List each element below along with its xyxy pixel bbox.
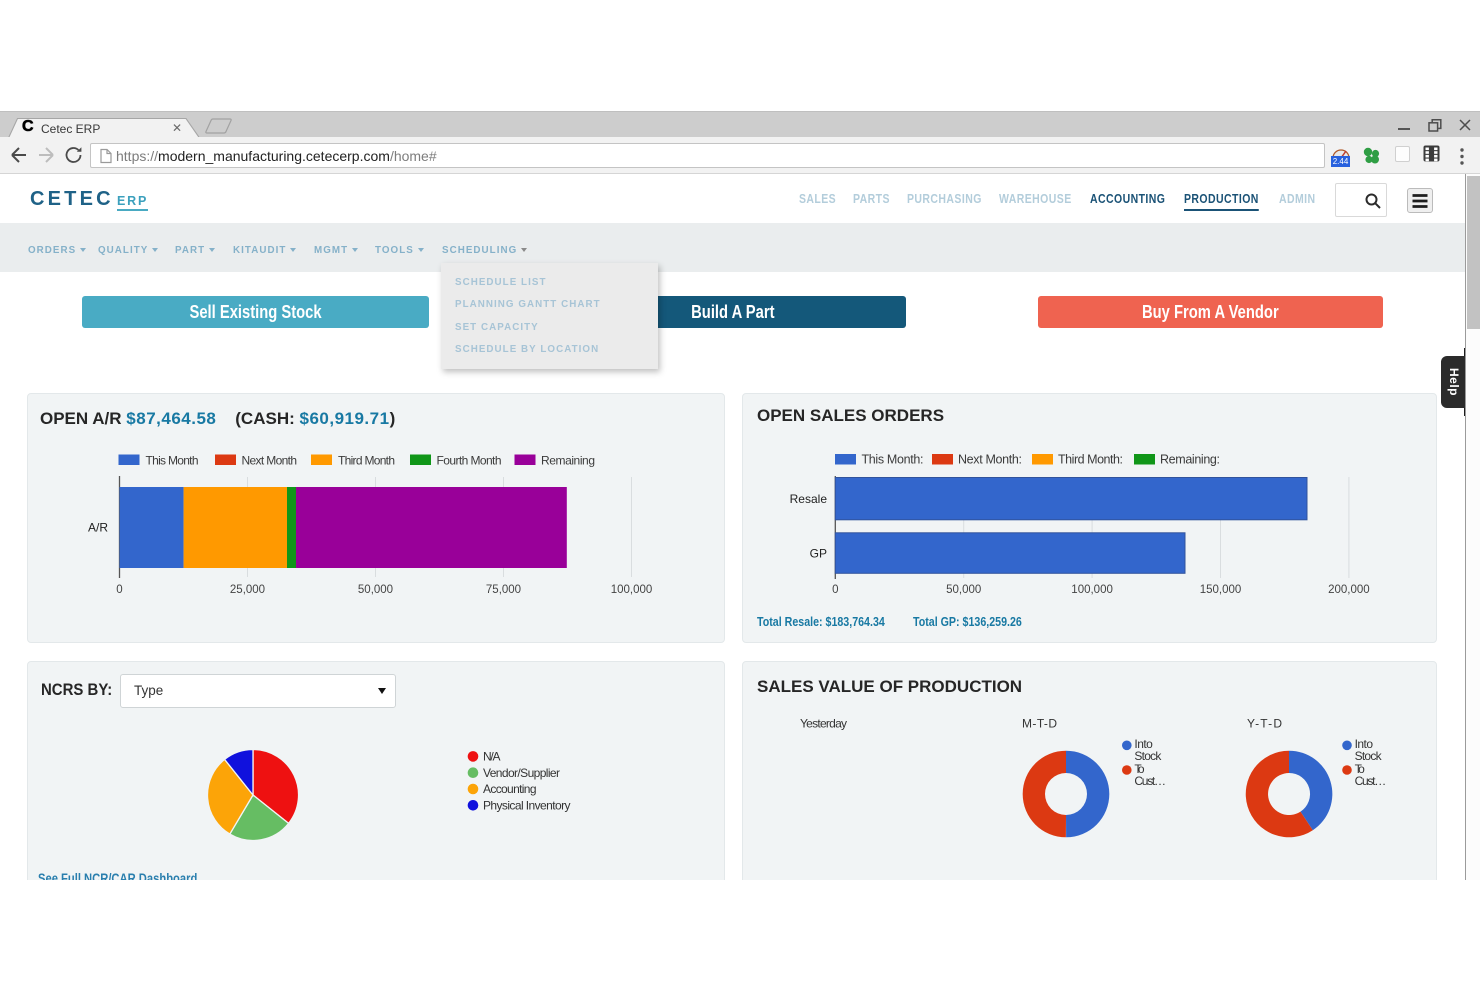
svg-text:Into: Into <box>1355 737 1374 751</box>
svg-text:This Month:: This Month: <box>862 453 924 467</box>
svg-text:Vendor/Supplier: Vendor/Supplier <box>483 766 560 780</box>
svg-text:100,000: 100,000 <box>1071 584 1113 596</box>
svg-text:GP: GP <box>810 547 827 561</box>
svg-text:Resale: Resale <box>790 492 828 506</box>
svg-text:This Month: This Month <box>146 454 199 468</box>
svg-text:N/A: N/A <box>483 750 501 764</box>
svg-text:A/R: A/R <box>88 521 108 535</box>
svg-text:Next Month:: Next Month: <box>958 453 1022 467</box>
svg-text:Remaining: Remaining <box>541 454 595 468</box>
svg-text:Into: Into <box>1134 737 1153 751</box>
svg-text:150,000: 150,000 <box>1200 584 1242 596</box>
svg-text:Stock: Stock <box>1355 749 1383 763</box>
svg-text:Yesterday: Yesterday <box>800 716 847 730</box>
svg-text:Third Month:: Third Month: <box>1058 453 1123 467</box>
svg-text:50,000: 50,000 <box>358 584 393 596</box>
svg-text:To: To <box>1355 762 1366 776</box>
svg-text:Y-T-D: Y-T-D <box>1247 716 1282 730</box>
svg-text:Remaining:: Remaining: <box>1160 453 1220 467</box>
svg-text:Cust…: Cust… <box>1355 774 1387 788</box>
svg-text:Stock: Stock <box>1134 749 1162 763</box>
svg-text:200,000: 200,000 <box>1328 584 1370 596</box>
svg-text:75,000: 75,000 <box>486 584 521 596</box>
svg-text:Next Month: Next Month <box>242 454 298 468</box>
svg-text:Physical Inventory: Physical Inventory <box>483 799 571 813</box>
svg-text:M-T-D: M-T-D <box>1022 716 1057 730</box>
svg-text:50,000: 50,000 <box>946 584 981 596</box>
svg-text:To: To <box>1134 762 1145 776</box>
svg-text:Third Month: Third Month <box>338 454 395 468</box>
svg-text:25,000: 25,000 <box>230 584 265 596</box>
svg-text:Accounting: Accounting <box>483 782 537 796</box>
svg-text:0: 0 <box>832 584 838 596</box>
svg-text:Fourth Month: Fourth Month <box>437 454 502 468</box>
svg-text:100,000: 100,000 <box>611 584 653 596</box>
svg-text:0: 0 <box>116 584 122 596</box>
svg-text:Cust…: Cust… <box>1134 774 1166 788</box>
